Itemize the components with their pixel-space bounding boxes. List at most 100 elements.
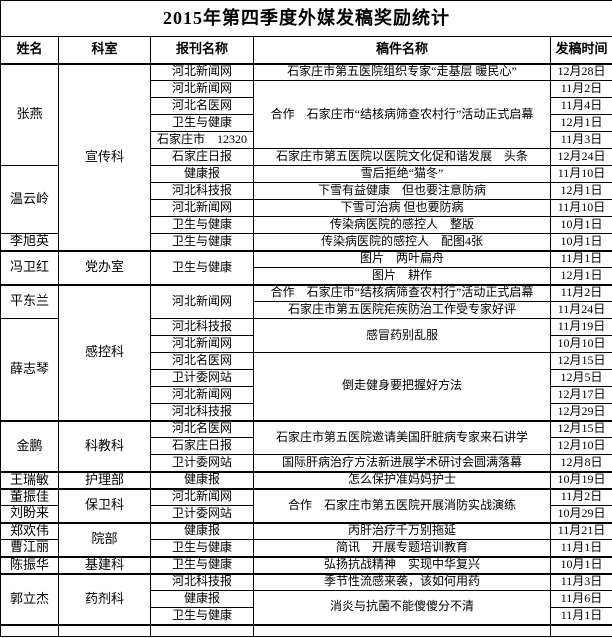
table-row: 董振佳 保卫科 河北新闻网 合作 石家庄市第五医院开展消防实战演练 11月2日 [0, 487, 612, 523]
table-row: 卫生与健康 11月1日 [1, 607, 612, 625]
table-cell-article: 感冒药别乱服 [253, 318, 551, 353]
table-cell-date: 12月1日 [549, 182, 612, 200]
table-cell-publication: 河北新闻网 [150, 487, 254, 506]
table-cell-article: 石家庄市第五医院疟疾防治工作受专家好评 [253, 301, 551, 319]
table-cell-publication: 河北新闻网 [150, 283, 254, 319]
table-cell-publication: 河北名医网 [150, 97, 254, 115]
table-cell-publication: 卫生与健康 [150, 114, 254, 132]
table-cell-date: 12月10日 [549, 437, 612, 455]
table-cell-article: 简讯 开展专题培训教育 [253, 539, 551, 557]
table-cell-article: 石家庄市第五医院以医院文化促和谐发展 头条 [253, 148, 551, 166]
table-cell-date: 10月19日 [549, 470, 612, 489]
table-cell-publication: 河北科技报 [150, 318, 254, 336]
table-cell-publication: 健康报 [150, 470, 254, 489]
table-cell-date: 10月29日 [549, 505, 612, 523]
table-cell-date: 11月6日 [549, 590, 612, 608]
table-cell-article: 季节性流感来袭，该如何用药 [253, 572, 551, 591]
table-cell-date: 12月15日 [549, 352, 612, 370]
table-cell-dept: 护理部 [58, 470, 151, 489]
table-cell-date: 11月3日 [549, 131, 612, 149]
table-cell-article: 丙肝治疗千万别拖延 [253, 521, 551, 540]
table-cell-date: 11月1日 [549, 607, 612, 625]
table-cell-name: 平东兰 [0, 283, 59, 319]
table-row: 平东兰 感控科 河北新闻网 合作 石家庄市“结核病筛查农村行”活动正式启幕 11月2日 [0, 283, 612, 421]
table-cell-date: 12月29日 [549, 403, 612, 421]
table-cell-publication: 河北科技报 [150, 403, 254, 421]
table-row: 郑欢伟 院部 健康报 丙肝治疗千万别拖延 11月21日 [0, 521, 612, 557]
table-cell-article: 国际肝病治疗方法新进展学术研讨会圆满落幕 [253, 454, 551, 472]
table-cell-publication: 河北新闻网 [150, 386, 254, 404]
table-row: 刘盼来 卫计委网站 10月29日 [0, 505, 612, 523]
table-cell-dept: 科教科 [58, 419, 151, 472]
table-cell-article: 消炎与抗菌不能傻傻分不清 [253, 590, 551, 625]
table-cell-date: 11月24日 [549, 301, 612, 319]
table-cell-name: 曹江丽 [0, 539, 59, 557]
table-cell-name: 李旭英 [0, 233, 59, 251]
table-cell-publication: 石家庄日报 [150, 148, 254, 166]
table-cell-article [253, 623, 551, 637]
table-row: 陈振华 基建科 卫生与健康 弘扬抗战精神 实现中华复兴 10月1日 [0, 555, 612, 574]
table-cell-article: 图片 耕作 [253, 267, 551, 285]
table-row: 冯卫红 党办室 卫生与健康 图片 两叶扁舟 11月1日 [0, 249, 612, 285]
table-cell-article: 图片 两叶扁舟 [253, 249, 551, 268]
table-cell-publication: 河北名医网 [150, 352, 254, 370]
table-row: 河北科技报 12月29日 [1, 403, 612, 421]
table-row: 王瑞敏 护理部 健康报 怎么保护准妈妈护士 10月19日 [0, 470, 612, 489]
table-cell-publication: 河北新闻网 [150, 80, 254, 98]
table-cell-dept: 院部 [58, 521, 151, 557]
table-row: 温云岭 健康报 雪后拒绝“猫冬” 11月10日 [0, 165, 612, 234]
table-cell-article: 下雪有益健康 但也要注意防病 [253, 182, 551, 200]
title-row: 2015年第四季度外媒发稿奖励统计 [0, 0, 612, 37]
table-row: 河北新闻网 10月10日 [1, 335, 612, 353]
table-row: 李旭英 卫生与健康 传染病医院的感控人 配图4张 10月1日 [0, 233, 612, 251]
table-cell-dept: 保卫科 [58, 487, 151, 523]
table-cell-date: 10月1日 [549, 555, 612, 574]
table-row: 薛志琴 河北科技报 感冒药别乱服 11月19日 [0, 318, 612, 421]
table-cell-article: 倒走健身要把握好方法 [253, 352, 551, 421]
table-cell-date: 11月2日 [549, 283, 612, 302]
table-cell-publication: 河北科技报 [150, 182, 254, 200]
table-cell-name: 金鹏 [0, 419, 59, 472]
table-row: 石家庄市 12320 11月3日 [1, 131, 612, 149]
table-cell-date: 12月24日 [549, 148, 612, 166]
table-cell-publication: 卫生与健康 [150, 216, 254, 234]
header-row: 姓名 科室 报刊名称 稿件名称 发稿时间 [0, 36, 612, 64]
table-cell-date: 10月1日 [549, 216, 612, 234]
table-cell-date: 11月4日 [549, 97, 612, 115]
table-cell-article: 合作 石家庄市“结核病筛查农村行”活动正式启幕 [253, 80, 551, 149]
table-cell-article: 雪后拒绝“猫冬” [253, 165, 551, 183]
table-cell-date: 11月21日 [549, 521, 612, 540]
table-row: 河北名医网 11月4日 [1, 97, 612, 115]
table-cell-date: 11月19日 [549, 318, 612, 336]
table-row: 金鹏 科教科 河北名医网 石家庄市第五医院邀请美国肝脏病专家来石讲学 12月15日 [0, 419, 612, 472]
table-cell-publication: 石家庄日报 [150, 437, 254, 455]
table-cell-publication: 健康报 [150, 521, 254, 540]
table-cell-date: 12月15日 [549, 419, 612, 438]
table-cell-publication: 卫计委网站 [150, 369, 254, 387]
table-row: 石家庄日报 12月10日 [1, 437, 612, 455]
table-cell-dept: 感控科 [58, 283, 151, 421]
table-cell-name [0, 623, 59, 637]
table-row: 卫计委网站 国际肝病治疗方法新进展学术研讨会圆满落幕 12月8日 [1, 454, 612, 472]
table-cell-date: 12月1日 [549, 114, 612, 132]
table-cell-date: 11月3日 [549, 572, 612, 591]
table-cell-publication: 河北新闻网 [150, 199, 254, 217]
table-row: 河北名医网 倒走健身要把握好方法 12月15日 [1, 352, 612, 421]
column-header-date: 发稿时间 [549, 36, 612, 64]
table-cell-date [549, 623, 612, 637]
table-cell-publication: 河北科技报 [150, 572, 254, 591]
table-cell-dept: 基建科 [58, 555, 151, 574]
table-cell-date: 11月10日 [549, 199, 612, 217]
column-header-publication: 报刊名称 [150, 36, 254, 64]
table-cell-publication: 卫生与健康 [150, 539, 254, 557]
table-body: 张燕 宣传科 河北新闻网 石家庄市第五医院组织专家“走基层 暖民心” 12月28日 河北新… [0, 62, 612, 637]
table-cell-publication: 卫生与健康 [150, 607, 254, 625]
table-cell-name: 刘盼来 [0, 505, 59, 523]
table-cell-article: 石家庄市第五医院组织专家“走基层 暖民心” [253, 62, 551, 81]
table-row: 河北新闻网 下雪可治病 但也要防病 11月10日 [1, 199, 612, 217]
table-cell-name: 郭立杰 [0, 572, 59, 625]
page-title: 2015年第四季度外媒发稿奖励统计 [0, 0, 612, 37]
table-cell-date: 11月1日 [549, 539, 612, 557]
table-cell-publication: 卫生与健康 [150, 249, 254, 285]
